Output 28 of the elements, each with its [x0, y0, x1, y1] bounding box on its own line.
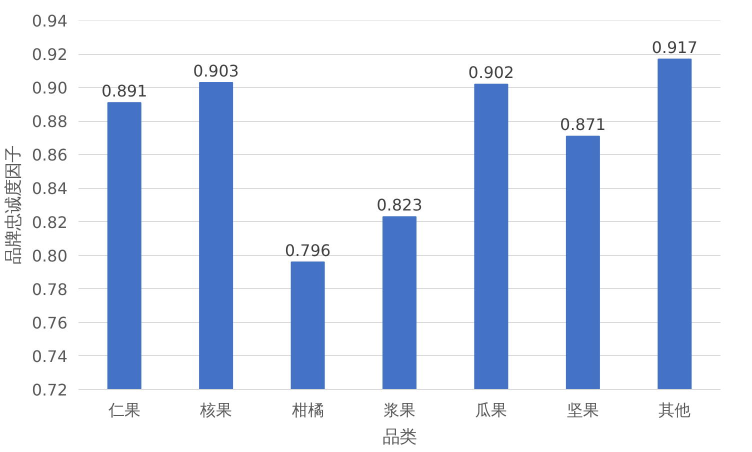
x-tick-label: 核果: [199, 400, 232, 420]
data-label: 0.823: [376, 196, 422, 215]
x-tick-label: 浆果: [384, 400, 416, 420]
text: 0.94: [32, 12, 68, 30]
data-label: 0.891: [101, 82, 148, 101]
x-axis-title: 品类: [382, 428, 416, 448]
text: 0.72: [32, 380, 68, 400]
x-tick-label: 仁果: [107, 400, 140, 420]
data-label: 0.796: [284, 241, 331, 260]
text: 0.88: [32, 112, 68, 132]
text: 0.90: [32, 78, 68, 98]
data-label: 0.917: [652, 38, 698, 58]
text: 0.86: [32, 146, 68, 165]
x-tick-label: 瓜果: [475, 400, 508, 420]
x-tick-label: 坚果: [566, 400, 599, 420]
text: 0.76: [32, 313, 68, 332]
text: 0.78: [32, 280, 68, 299]
text: 0.80: [32, 246, 68, 266]
text: 0.74: [32, 346, 68, 366]
text: 0.92: [32, 45, 68, 64]
x-tick-label: 其他: [658, 400, 691, 420]
data-label: 0.902: [468, 63, 514, 82]
x-tick-label: 柑橘: [290, 400, 324, 420]
data-label: 0.871: [560, 115, 606, 134]
y-axis-title: 品牌忠诚度因子: [4, 146, 24, 264]
text: 0.82: [32, 212, 68, 232]
data-label: 0.903: [193, 62, 239, 81]
text: 0.84: [32, 179, 68, 198]
